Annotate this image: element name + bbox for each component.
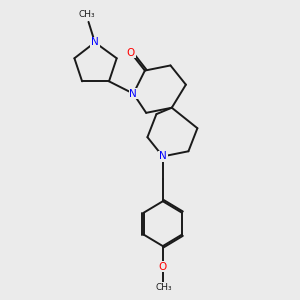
Text: N: N <box>159 152 167 161</box>
Text: O: O <box>159 262 167 272</box>
Text: CH₃: CH₃ <box>79 10 95 19</box>
Text: N: N <box>130 88 137 99</box>
Text: CH₃: CH₃ <box>156 283 172 292</box>
Text: O: O <box>127 48 135 58</box>
Text: N: N <box>91 38 99 47</box>
